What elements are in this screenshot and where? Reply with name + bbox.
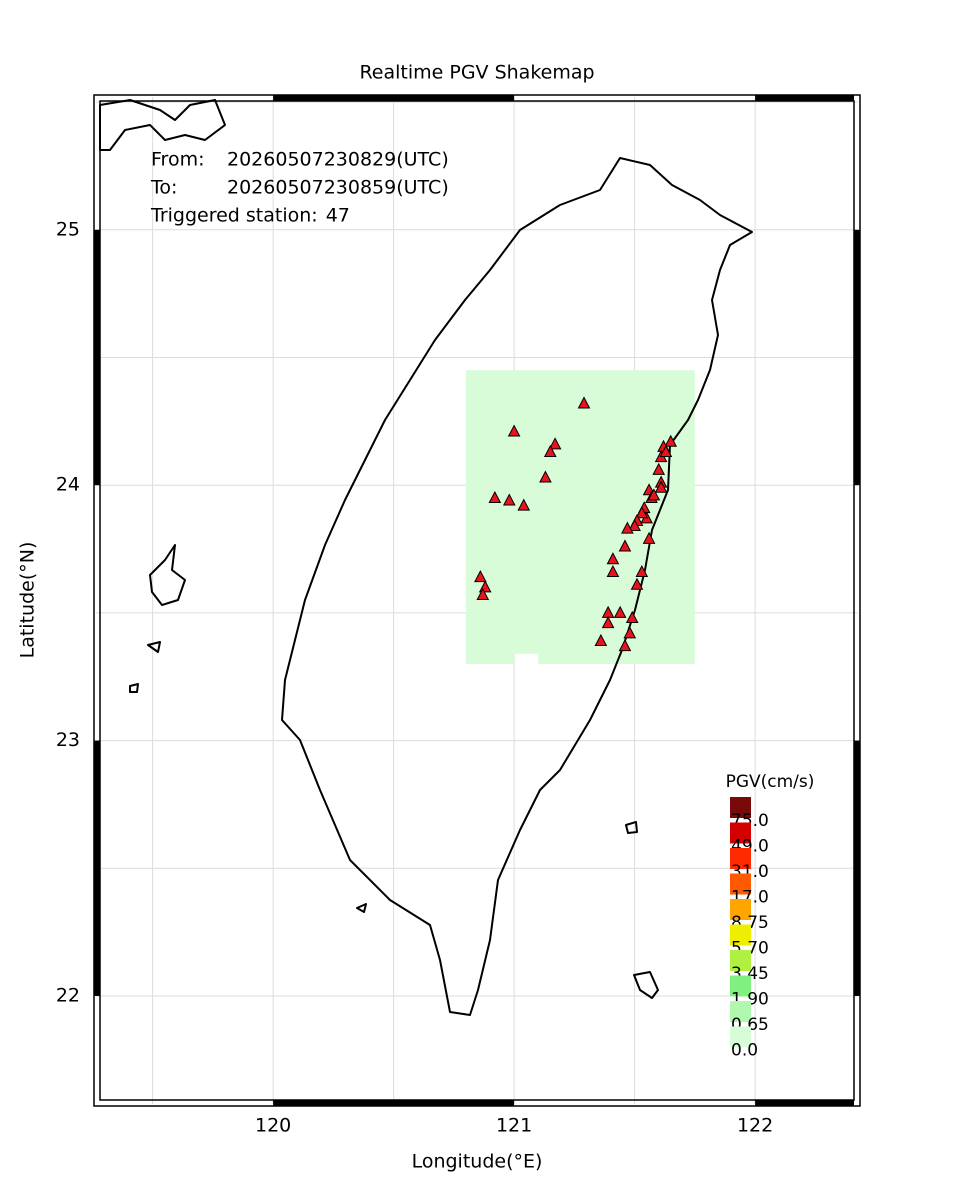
triggered-count: 47 xyxy=(326,205,350,227)
station-marker xyxy=(548,437,562,450)
y-tick-label: 22 xyxy=(56,984,80,1006)
station-marker xyxy=(517,498,531,511)
station-marker xyxy=(654,480,668,493)
y-tick-label: 23 xyxy=(56,729,80,751)
legend-swatch xyxy=(730,848,751,869)
legend-title: PGV(cm/s) xyxy=(726,772,815,792)
station-marker xyxy=(606,564,620,578)
annotation-label: From: xyxy=(151,149,204,171)
station-marker xyxy=(642,531,656,544)
frame-bar xyxy=(273,95,515,101)
station-marker xyxy=(474,570,487,583)
china-coast xyxy=(99,99,226,151)
legend-swatch xyxy=(730,1001,751,1022)
station-marker xyxy=(606,552,620,565)
station-marker xyxy=(613,605,627,618)
triggered-label: Triggered station: xyxy=(150,205,318,227)
y-axis-label: Latitude(°N) xyxy=(17,542,39,659)
frame-bar xyxy=(94,229,100,486)
legend-swatch xyxy=(730,975,751,997)
y-tick-label: 24 xyxy=(56,474,80,496)
frame: 120 121 122 22 23 24 25 xyxy=(56,94,861,1137)
x-axis-label: Longitude(°E) xyxy=(412,1151,543,1173)
map-title: Realtime PGV Shakemap xyxy=(359,62,594,84)
station-marker xyxy=(635,506,649,519)
legend-swatch xyxy=(730,899,751,920)
legend-swatch xyxy=(730,822,751,844)
station-marker xyxy=(625,610,639,623)
legend-swatch xyxy=(730,924,751,946)
station-marker xyxy=(507,424,521,437)
frame-bar xyxy=(273,1100,515,1106)
station-marker xyxy=(539,470,552,483)
y-tick-label: 25 xyxy=(56,218,80,240)
station-marker xyxy=(618,639,632,652)
station-marker xyxy=(601,616,615,629)
station-marker xyxy=(476,587,490,601)
station-marker xyxy=(647,488,661,501)
station-marker xyxy=(635,564,649,578)
station-marker xyxy=(594,633,608,646)
frame-bar xyxy=(755,95,854,101)
station-marker xyxy=(664,434,678,447)
station-marker xyxy=(502,493,516,506)
station-marker xyxy=(543,444,557,457)
legend-label: 0.0 xyxy=(731,1041,758,1061)
penghu-islands xyxy=(129,544,186,693)
legend-swatch xyxy=(730,873,751,895)
annotation-value: 20260507230829(UTC) xyxy=(227,149,449,171)
station-marker xyxy=(652,462,666,475)
frame-bar xyxy=(854,229,860,486)
station-marker xyxy=(623,626,637,639)
taiwan-coastline xyxy=(281,157,753,1016)
annotation-label: To: xyxy=(150,177,177,199)
frame-bar xyxy=(755,1100,854,1106)
frame-bar xyxy=(94,740,100,996)
x-tick-label: 120 xyxy=(255,1115,291,1137)
orchid-island xyxy=(633,971,659,999)
station-marker xyxy=(621,521,634,534)
legend: PGV(cm/s)75.049.031.017.08.755.703.451.9… xyxy=(726,772,815,1061)
station-marker xyxy=(628,518,641,532)
legend-swatch xyxy=(730,797,751,818)
station-marker xyxy=(630,577,644,590)
liuqiu-island xyxy=(356,903,367,913)
station-layer xyxy=(474,396,678,652)
station-marker xyxy=(659,444,673,457)
pgv-area xyxy=(465,370,695,664)
legend-swatch xyxy=(730,950,751,971)
station-marker xyxy=(488,490,502,503)
coastline-layer xyxy=(99,99,753,1016)
green-island xyxy=(625,821,638,834)
annotations: From: 20260507230829(UTC) To: 2026050723085… xyxy=(150,149,449,227)
pgv-area-layer xyxy=(465,370,695,664)
x-tick-label: 121 xyxy=(496,1115,532,1137)
frame-bar xyxy=(854,740,860,996)
annotation-value: 20260507230859(UTC) xyxy=(227,177,449,199)
station-marker xyxy=(618,539,632,552)
station-marker xyxy=(577,396,591,409)
legend-swatch xyxy=(730,1026,751,1048)
x-tick-label: 122 xyxy=(737,1115,773,1137)
